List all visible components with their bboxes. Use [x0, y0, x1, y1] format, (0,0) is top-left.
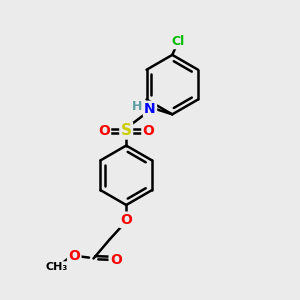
Text: Cl: Cl [172, 35, 185, 48]
Text: CH₃: CH₃ [45, 262, 68, 272]
Text: O: O [142, 124, 154, 138]
Text: S: S [121, 123, 132, 138]
Text: O: O [110, 253, 122, 267]
Text: H: H [131, 100, 142, 113]
Text: O: O [98, 124, 110, 138]
Text: O: O [68, 248, 80, 262]
Text: O: O [120, 213, 132, 227]
Text: N: N [144, 102, 156, 116]
